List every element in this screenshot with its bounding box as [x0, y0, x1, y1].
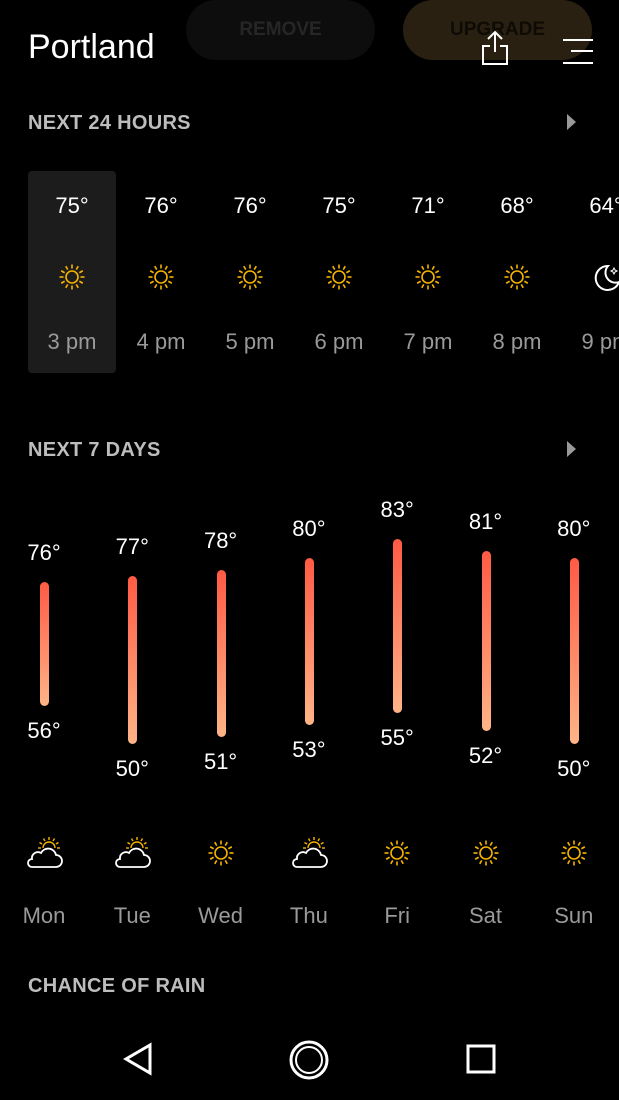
sun-icon	[325, 263, 353, 291]
hour-item[interactable]: 75° 6 pm	[295, 171, 383, 373]
day-item[interactable]: 77° 50° Tue	[88, 480, 176, 940]
sun-icon	[147, 263, 175, 291]
share-icon[interactable]	[480, 30, 510, 66]
low-temp: 51°	[203, 749, 238, 775]
moon-icon	[592, 263, 619, 291]
temp-range-bar	[304, 557, 314, 725]
low-temp: 55°	[380, 724, 414, 750]
high-temp: 78°	[203, 528, 238, 553]
sun-icon	[58, 263, 86, 291]
day-name: Sun	[554, 903, 594, 928]
day-item[interactable]: 80° 53° Thu	[265, 480, 353, 940]
hour-item[interactable]: 68° 8 pm	[473, 171, 561, 373]
hour-temp: 68°	[500, 193, 534, 218]
home-icon[interactable]	[289, 1040, 329, 1080]
day-item[interactable]: 81° 52° Sat	[442, 480, 530, 940]
hour-item[interactable]: 75° 3 pm	[28, 171, 116, 373]
day-name: Thu	[289, 903, 328, 928]
sun-icon	[377, 835, 417, 871]
day-item[interactable]: 78° 51° Wed	[177, 480, 265, 940]
hour-time: 4 pm	[136, 329, 186, 354]
low-temp: 53°	[292, 737, 326, 762]
next-24-hours-title: NEXT 24 HOURS	[28, 112, 191, 134]
hour-item[interactable]: 71° 7 pm	[384, 171, 472, 373]
sun-icon	[554, 835, 594, 871]
temp-range-bar	[481, 551, 491, 732]
partly-cloudy-icon	[289, 835, 329, 871]
sun-icon	[201, 835, 241, 871]
high-temp: 83°	[380, 497, 414, 522]
high-temp: 81°	[468, 509, 503, 535]
low-temp: 52°	[468, 743, 503, 769]
low-temp: 56°	[27, 718, 61, 744]
hour-temp: 64°	[589, 193, 619, 218]
day-item[interactable]: 80° 50° Sun	[530, 480, 618, 940]
day-name: Sat	[468, 903, 503, 928]
partly-cloudy-icon	[24, 835, 64, 871]
sun-icon	[236, 263, 264, 291]
high-temp: 77°	[115, 534, 149, 560]
hour-time: 6 pm	[314, 329, 364, 354]
next-7-days-title: NEXT 7 DAYS	[28, 439, 161, 461]
hour-item[interactable]: 76° 4 pm	[117, 171, 205, 373]
temp-range-bar	[128, 576, 138, 744]
temp-range-bar	[40, 582, 49, 707]
day-name: Fri	[384, 903, 411, 928]
day-name: Mon	[22, 903, 66, 928]
hour-temp: 75°	[322, 193, 356, 218]
hour-time: 9 pm	[581, 329, 619, 354]
chance-of-rain-title: CHANCE OF RAIN	[28, 975, 206, 997]
sun-icon	[503, 263, 531, 291]
low-temp: 50°	[115, 755, 149, 781]
daily-expand-arrow[interactable]	[567, 441, 576, 457]
hour-temp: 71°	[411, 193, 445, 218]
hour-time: 7 pm	[403, 329, 453, 354]
hour-temp: 76°	[144, 193, 178, 218]
hour-time: 8 pm	[492, 329, 542, 354]
hour-item[interactable]: 64° 9 pm	[562, 171, 619, 373]
sun-icon	[466, 835, 506, 871]
back-icon[interactable]	[122, 1042, 154, 1076]
hour-time: 3 pm	[47, 329, 97, 354]
remove-button[interactable]: REMOVE	[186, 0, 375, 60]
temp-range-bar	[393, 539, 403, 713]
hour-item[interactable]: 76° 5 pm	[206, 171, 294, 373]
high-temp: 80°	[557, 515, 591, 541]
high-temp: 80°	[292, 515, 326, 541]
hour-temp: 75°	[55, 193, 89, 218]
low-temp: 50°	[557, 755, 591, 781]
day-name: Wed	[198, 903, 244, 928]
hour-time: 5 pm	[225, 329, 275, 354]
recents-icon[interactable]	[466, 1044, 496, 1074]
menu-icon[interactable]	[561, 38, 593, 66]
city-title: Portland	[28, 28, 155, 66]
system-nav-bar	[0, 1020, 619, 1100]
sun-icon	[414, 263, 442, 291]
hour-temp: 76°	[233, 193, 267, 218]
day-name: Tue	[113, 903, 151, 928]
day-item[interactable]: 83° 55° Fri	[353, 480, 441, 940]
day-item[interactable]: 76° 56° Mon	[0, 480, 88, 940]
temp-range-bar	[569, 557, 579, 744]
hourly-expand-arrow[interactable]	[567, 114, 576, 130]
partly-cloudy-icon	[112, 835, 152, 871]
temp-range-bar	[216, 570, 226, 738]
high-temp: 76°	[27, 540, 61, 566]
upgrade-button[interactable]: UPGRADE	[403, 0, 592, 60]
